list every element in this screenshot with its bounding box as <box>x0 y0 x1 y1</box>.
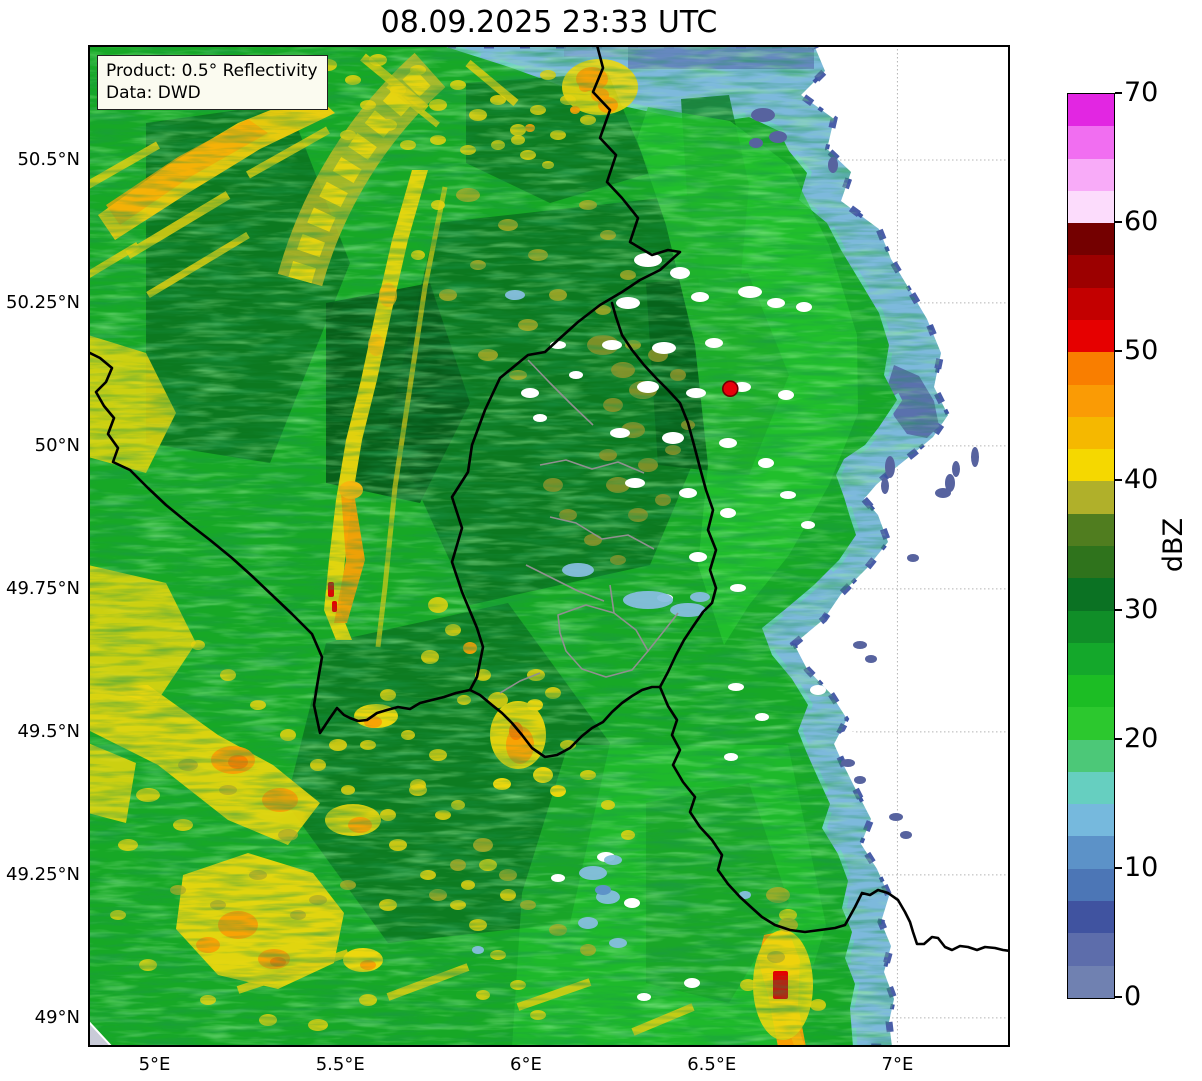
x-tick-label-0: 5°E <box>138 1054 171 1075</box>
colorbar-tick-10 <box>1115 866 1122 869</box>
colorbar-segment-52.5-55 <box>1068 287 1114 320</box>
x-tick-label-1: 5.5°E <box>315 1054 365 1075</box>
echo-white-holes <box>521 253 856 1001</box>
colorbar-tick-0 <box>1115 996 1122 998</box>
y-tick-label-6: 49°N <box>34 1006 80 1028</box>
colorbar-segment-37.5-40 <box>1068 481 1114 514</box>
colorbar-segment-35-37.5 <box>1068 513 1114 546</box>
colorbar-tick-70 <box>1115 92 1122 94</box>
colorbar-segment-30-32.5 <box>1068 578 1114 611</box>
info-box: Product: 0.5° Reflectivity Data: DWD <box>97 55 328 111</box>
colorbar-tick-20 <box>1115 737 1122 740</box>
colorbar-segment-62.5-65 <box>1068 158 1114 191</box>
colorbar-segment-20-22.5 <box>1068 707 1114 740</box>
colorbar-tick-label-50: 50 <box>1124 335 1159 367</box>
y-tick-label-5: 49.25°N <box>6 863 80 885</box>
colorbar-segment-12.5-15 <box>1068 804 1114 837</box>
y-tick-label-3: 49.75°N <box>6 577 80 599</box>
colorbar-segment-47.5-50 <box>1068 352 1114 385</box>
colorbar-segment-15-17.5 <box>1068 771 1114 805</box>
colorbar-segment-57.5-60 <box>1068 223 1114 256</box>
figure-title: 08.09.2025 23:33 UTC <box>380 5 718 40</box>
colorbar-segment-7.5-10 <box>1068 868 1114 902</box>
colorbar-segment-10-12.5 <box>1068 836 1114 869</box>
colorbar-tick-label-70: 70 <box>1124 77 1159 108</box>
colorbar-segment-32.5-35 <box>1068 545 1114 579</box>
colorbar-segment-65-67.5 <box>1068 126 1114 159</box>
colorbar-segment-0-2.5 <box>1068 965 1114 998</box>
colorbar-tick-60 <box>1115 221 1122 224</box>
y-tick-label-2: 50°N <box>34 434 80 456</box>
range-edge-corner <box>88 1020 113 1047</box>
echo-blue-patches <box>472 108 979 954</box>
map-frame <box>88 45 1010 1047</box>
colorbar-segment-25-27.5 <box>1068 642 1114 676</box>
colorbar-tick-label-30: 30 <box>1124 593 1159 625</box>
colorbar-segment-60-62.5 <box>1068 190 1114 224</box>
colorbar-segment-42.5-45 <box>1068 416 1114 450</box>
district-borders <box>499 359 679 694</box>
colorbar-tick-40 <box>1115 479 1122 482</box>
x-tick-label-3: 6.5°E <box>687 1054 737 1075</box>
colorbar-segment-17.5-20 <box>1068 739 1114 772</box>
colorbar-tick-label-60: 60 <box>1124 206 1159 238</box>
map-panel: Product: 0.5° Reflectivity Data: DWD <box>88 45 1010 1047</box>
colorbar-unit-label: dBZ <box>1158 517 1189 573</box>
colorbar-segment-2.5-5 <box>1068 933 1114 966</box>
radar-site-marker <box>721 380 739 398</box>
colorbar-segment-45-47.5 <box>1068 384 1114 417</box>
colorbar-segment-55-57.5 <box>1068 255 1114 288</box>
colorbar-segment-22.5-25 <box>1068 675 1114 708</box>
y-tick-label-4: 49.5°N <box>17 720 80 742</box>
colorbar <box>1067 93 1115 999</box>
colorbar-segment-50-52.5 <box>1068 319 1114 353</box>
y-tick-label-0: 50.5°N <box>17 148 80 170</box>
info-source-line: Data: DWD <box>106 83 201 104</box>
radar-image <box>88 45 1010 1047</box>
country-borders <box>88 45 1010 953</box>
colorbar-tick-label-10: 10 <box>1124 851 1159 883</box>
colorbar-segment-27.5-30 <box>1068 610 1114 643</box>
colorbar-segment-40-42.5 <box>1068 449 1114 482</box>
x-tick-label-4: 7°E <box>881 1054 914 1075</box>
y-tick-label-1: 50.25°N <box>6 291 80 313</box>
colorbar-segment-5-7.5 <box>1068 901 1114 934</box>
info-product-line: Product: 0.5° Reflectivity <box>106 61 318 81</box>
colorbar-tick-label-20: 20 <box>1124 722 1159 754</box>
colorbar-tick-label-0: 0 <box>1124 981 1142 1012</box>
colorbar-tick-label-40: 40 <box>1124 464 1159 496</box>
colorbar-segment-67.5-70 <box>1068 94 1114 127</box>
x-tick-label-2: 6°E <box>510 1054 542 1075</box>
colorbar-tick-50 <box>1115 350 1122 353</box>
colorbar-tick-30 <box>1115 608 1122 611</box>
